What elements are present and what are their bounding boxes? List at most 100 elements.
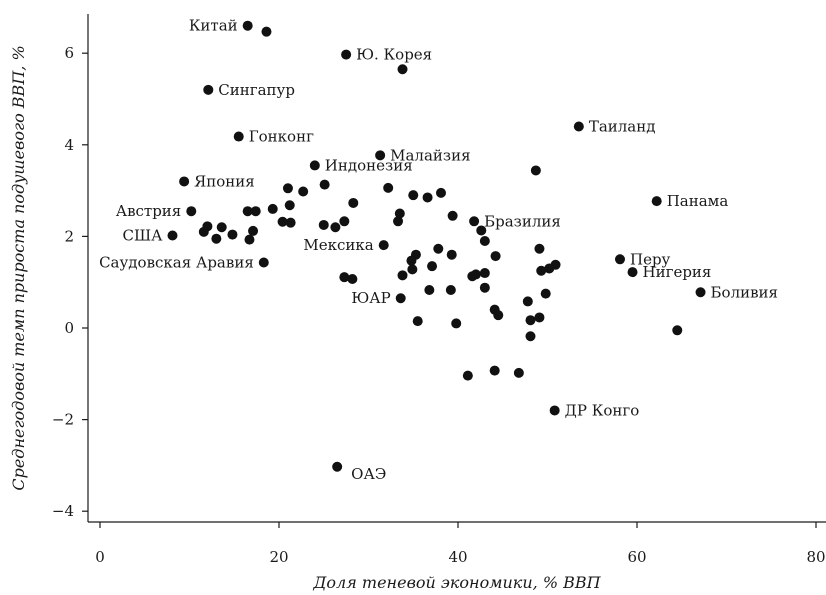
data-point [469,216,480,227]
point-label: Малайзия [390,146,470,164]
point-label: Саудовская Аравия [99,254,254,272]
data-point [695,287,706,298]
data-point [332,461,343,472]
data-point [339,272,350,283]
data-point [309,160,320,171]
data-point [534,243,545,254]
data-point [614,254,625,265]
data-point [407,264,418,275]
data-point [244,234,255,245]
data-point [397,270,408,281]
data-point [490,251,501,262]
data-point [479,268,490,279]
data-point [422,192,433,203]
data-point [198,226,209,237]
data-point [347,273,358,284]
x-tick-label: 80 [806,548,825,566]
data-point [424,284,435,295]
data-point [397,64,408,75]
data-point [462,370,473,381]
x-tick-label: 0 [95,548,105,566]
point-label: ДР Конго [565,401,640,419]
point-label: Панама [667,192,729,210]
x-axis: 0 20 40 60 80 [88,521,826,566]
data-point [211,233,222,244]
data-point [298,186,309,197]
data-point [427,261,438,272]
point-label: США [123,226,164,244]
data-point [573,121,584,132]
data-point [216,222,227,233]
y-tick-label: 2 [64,227,74,245]
x-tick-label: 20 [269,548,288,566]
point-labels: Китай Ю. Корея Сингапур Таиланд Гонконг Малай… [99,17,778,483]
point-label: ОАЭ [351,465,386,483]
point-label: Китай [189,17,238,35]
y-ticks: −4 −2 0 2 4 6 [52,44,88,520]
data-point [242,20,253,31]
y-tick-label: −4 [52,502,74,520]
point-label: Сингапур [218,81,295,99]
point-label: Мексика [303,236,373,254]
data-point [250,206,261,217]
point-label: Таиланд [589,117,656,135]
x-ticks: 0 20 40 60 80 [95,522,826,566]
point-label: Ю. Корея [356,46,432,64]
data-point [530,165,541,176]
data-point [341,49,352,60]
data-point [672,325,683,336]
data-point [549,405,560,416]
data-point [330,222,341,233]
data-point [489,365,500,376]
data-point [261,26,272,37]
y-tick-label: −2 [52,411,74,429]
y-tick-label: 0 [64,319,74,337]
data-point [282,183,293,194]
data-point [433,243,444,254]
data-point [242,206,253,217]
point-label: ЮАР [351,289,390,307]
data-point [412,316,423,327]
data-point [393,216,404,227]
data-point [258,257,269,268]
data-point [451,318,462,329]
data-point [479,282,490,293]
x-axis-title: Доля теневой экономики, % ВВП [312,573,601,592]
data-point [319,179,330,190]
data-point [536,265,547,276]
data-point [479,235,490,246]
data-point [233,131,244,142]
point-label: Гонконг [249,128,314,146]
data-point [445,284,456,295]
point-label: Япония [194,172,255,190]
point-label: Нигерия [643,263,712,281]
data-point [267,203,278,214]
data-point [513,367,524,378]
data-point [339,216,350,227]
data-point [284,200,295,211]
data-point [186,206,197,217]
point-label: Бразилия [484,212,561,230]
data-point [540,288,551,299]
point-label: Боливия [711,283,779,301]
data-point [203,84,214,95]
data-point [179,176,190,187]
y-axis-title: Среднегодовой темп прироста подушевого В… [9,45,28,490]
data-point [467,271,478,282]
data-point [375,150,386,161]
data-point [525,331,536,342]
y-tick-label: 6 [64,44,74,62]
point-label: Австрия [116,202,182,220]
data-point [318,219,329,230]
y-tick-label: 4 [64,136,74,154]
data-point [277,216,288,227]
data-point [627,267,638,278]
data-point [348,197,359,208]
data-point [285,217,296,228]
data-points [167,20,706,472]
data-point [651,196,662,207]
data-point [395,293,406,304]
data-point [493,310,504,321]
data-point [446,249,457,260]
